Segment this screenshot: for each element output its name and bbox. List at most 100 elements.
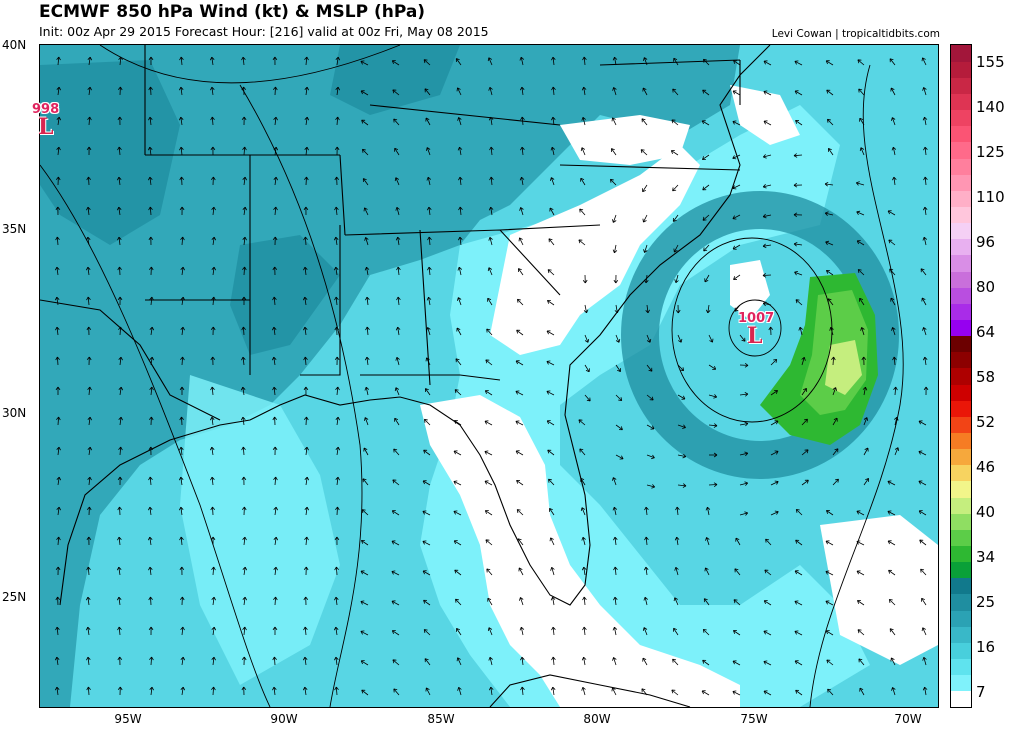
wind-arrow-head [855, 182, 859, 186]
wind-arrow-head [826, 89, 829, 94]
wind-arrow-head [334, 566, 337, 571]
wind-arrow-head [360, 600, 365, 602]
wind-arrow-head [744, 481, 748, 484]
wind-arrow-head [768, 326, 771, 331]
wind-arrow [87, 597, 90, 606]
wind-arrow [150, 357, 153, 366]
wind-arrow-head [793, 241, 798, 245]
wind-arrow-head [151, 386, 154, 391]
wind-arrow-head [702, 216, 705, 221]
wind-arrow [422, 480, 431, 486]
wind-arrow [701, 690, 710, 696]
wind-arrow [889, 599, 896, 606]
wind-arrow-head [923, 176, 926, 181]
wind-arrow-head [763, 186, 767, 189]
wind-arrow-head [887, 210, 890, 215]
colorbar-label: 25 [976, 593, 996, 611]
wind-arrow [181, 297, 184, 306]
wind-arrow-head [275, 146, 279, 151]
wind-arrow-head [181, 386, 185, 391]
wind-arrow [856, 182, 865, 186]
wind-arrow-head [488, 116, 492, 121]
wind-arrow-head [856, 181, 860, 184]
wind-arrow [485, 359, 493, 366]
wind-arrow-head [304, 326, 308, 330]
wind-arrow [490, 117, 493, 126]
wind-arrow-head [242, 626, 246, 630]
wind-arrow-head [583, 86, 587, 90]
wind-arrow-head [612, 627, 615, 631]
wind-arrow-head [334, 536, 338, 541]
wind-arrow-head [428, 296, 432, 300]
wind-arrow [305, 56, 308, 66]
wind-arrow-head [86, 326, 90, 331]
wind-arrow-head [306, 56, 309, 61]
wind-arrow [457, 657, 462, 666]
wind-arrow [922, 57, 927, 66]
wind-arrow-head [453, 540, 456, 545]
wind-arrow-head [150, 56, 154, 61]
wind-arrow [490, 207, 493, 216]
wind-arrow-head [118, 596, 122, 600]
wind-arrow [458, 687, 462, 696]
wind-arrow-head [426, 177, 429, 181]
wind-arrow-head [394, 387, 397, 392]
wind-arrow-head [272, 686, 275, 691]
wind-arrow [739, 482, 748, 486]
wind-arrow-head [827, 688, 832, 691]
wind-arrow-head [304, 506, 308, 510]
wind-arrow-head [587, 338, 590, 343]
wind-arrow-head [484, 451, 487, 455]
wind-arrow [584, 334, 589, 343]
wind-arrow-head [640, 149, 643, 154]
wind-arrow-head [744, 362, 749, 366]
wind-arrow-head [57, 356, 60, 361]
wind-arrow-head [149, 146, 153, 150]
wind-arrow-head [424, 629, 428, 631]
wind-arrow-head [210, 86, 213, 91]
wind-arrow-head [548, 238, 553, 241]
wind-arrow [361, 540, 369, 546]
wind-arrow [732, 691, 741, 696]
wind-arrow-head [744, 365, 749, 368]
colorbar-segment [951, 287, 971, 304]
wind-arrow-head [582, 686, 586, 690]
wind-arrow-head [489, 656, 493, 660]
wind-arrow [893, 177, 896, 186]
wind-arrow [794, 60, 803, 66]
wind-arrow-head [923, 146, 926, 151]
wind-arrow-head [824, 181, 829, 185]
wind-arrow-head [795, 509, 798, 513]
wind-arrow [427, 177, 431, 186]
wind-arrow-head [862, 386, 866, 390]
wind-arrow [795, 299, 803, 306]
wind-arrow-head [182, 266, 185, 271]
wind-arrow-head [242, 356, 246, 360]
wind-arrow [366, 357, 369, 366]
wind-arrow-head [303, 266, 306, 271]
wind-arrow-head [713, 482, 718, 485]
wind-arrow [580, 177, 586, 186]
wind-arrow-head [857, 59, 860, 64]
wind-arrow-head [273, 176, 277, 180]
wind-arrow-head [672, 658, 677, 661]
wind-arrow-head [458, 176, 461, 181]
wind-arrow-head [395, 326, 399, 331]
wind-arrow-head [733, 60, 736, 64]
wind-arrow-head [54, 266, 58, 271]
wind-arrow-head [546, 360, 551, 362]
wind-arrow [87, 237, 90, 246]
wind-arrow [733, 599, 741, 606]
wind-arrow-head [548, 269, 552, 271]
wind-arrow [305, 477, 308, 486]
wind-arrow-head [641, 688, 646, 691]
wind-arrow-head [56, 626, 60, 630]
wind-arrow-head [211, 416, 215, 420]
wind-arrow-head [362, 148, 366, 151]
wind-arrow-head [273, 476, 277, 480]
wind-arrow-head [148, 236, 152, 241]
wind-arrow-head [645, 506, 649, 510]
wind-arrow [739, 512, 748, 516]
wind-arrow [918, 420, 927, 426]
wind-arrow-head [336, 146, 340, 151]
